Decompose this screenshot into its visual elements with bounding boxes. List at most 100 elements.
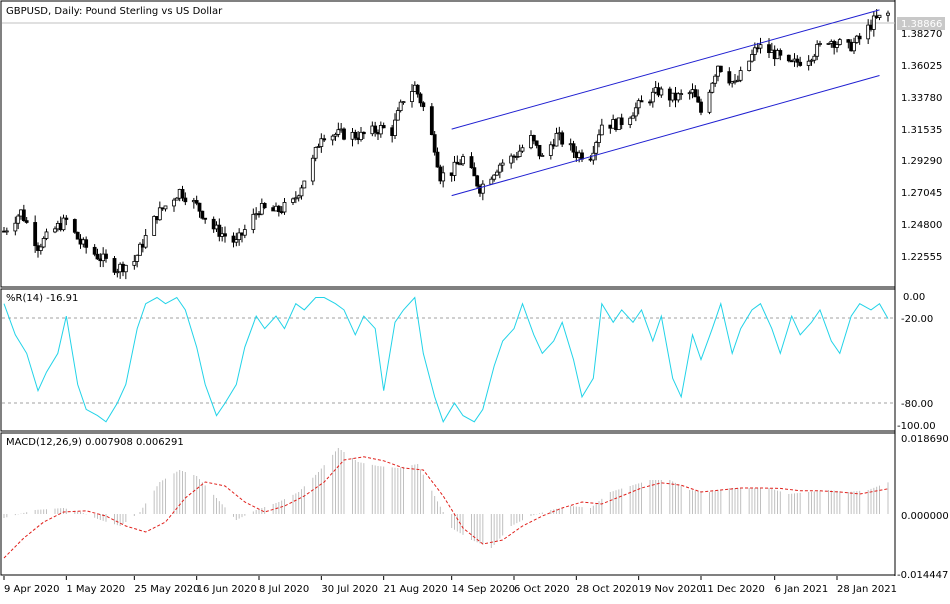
candle-body bbox=[455, 161, 460, 165]
candle-body bbox=[492, 174, 497, 180]
macd-title: MACD(12,26,9) 0.007908 0.006291 bbox=[6, 437, 184, 448]
candle-body bbox=[718, 65, 723, 73]
candle-body bbox=[693, 89, 698, 98]
candle-body bbox=[237, 232, 242, 241]
candle-body bbox=[597, 134, 601, 143]
candle-body bbox=[738, 70, 743, 81]
candle-body bbox=[835, 44, 839, 48]
candle-body bbox=[41, 238, 46, 248]
candle-body bbox=[472, 167, 477, 177]
candle-body bbox=[217, 224, 222, 237]
candle-body bbox=[381, 125, 386, 129]
candle-body bbox=[123, 264, 128, 273]
candle-body bbox=[313, 147, 318, 159]
candle-body bbox=[53, 228, 57, 233]
candle-body bbox=[461, 156, 465, 165]
candle-body bbox=[21, 209, 26, 222]
candle-body bbox=[747, 60, 752, 71]
candle-body bbox=[242, 229, 247, 236]
candle-body bbox=[812, 55, 817, 61]
candle-body bbox=[659, 88, 664, 96]
candle-body bbox=[699, 101, 703, 113]
candle-body bbox=[310, 157, 315, 182]
candle-body bbox=[316, 146, 321, 148]
candle-body bbox=[648, 101, 652, 104]
candle-body bbox=[262, 203, 267, 209]
candle-body bbox=[291, 198, 295, 203]
candle-body bbox=[846, 39, 851, 43]
time-tick-label: 9 Apr 2020 bbox=[4, 584, 59, 595]
candle-body bbox=[353, 131, 358, 139]
candle-body bbox=[786, 54, 791, 62]
candle-body bbox=[322, 138, 327, 141]
candle-body bbox=[336, 129, 341, 135]
candle-body bbox=[540, 155, 545, 157]
candle-body bbox=[172, 199, 176, 207]
candle-body bbox=[64, 217, 69, 220]
wpr-tick-label: 0.00 bbox=[903, 292, 925, 303]
channel-line-upper bbox=[451, 9, 880, 130]
time-tick-label: 25 May 2020 bbox=[134, 584, 199, 595]
candle-body bbox=[4, 230, 9, 233]
candle-body bbox=[679, 93, 684, 95]
channel-line-lower bbox=[451, 74, 880, 197]
trend-channel bbox=[451, 9, 880, 197]
candle-body bbox=[398, 101, 403, 111]
candle-body bbox=[259, 203, 264, 215]
candle-body bbox=[520, 147, 525, 152]
time-tick-label: 11 Dec 2020 bbox=[701, 584, 765, 595]
candle-body bbox=[639, 100, 644, 103]
time-tick-label: 6 Oct 2020 bbox=[514, 584, 569, 595]
candle-body bbox=[452, 161, 457, 176]
candle-body bbox=[571, 143, 576, 153]
candle-body bbox=[92, 246, 97, 255]
candle-body bbox=[509, 155, 514, 164]
candle-body bbox=[676, 93, 681, 101]
candle-body bbox=[636, 100, 641, 109]
price-tick-label: 1.22555 bbox=[901, 252, 942, 263]
candle-body bbox=[537, 144, 542, 157]
time-tick-label: 6 Jan 2021 bbox=[775, 584, 829, 595]
time-tick-label: 30 Jul 2020 bbox=[321, 584, 378, 595]
candle-body bbox=[580, 152, 584, 160]
candle-body bbox=[735, 79, 740, 82]
price-tick-label: 1.36025 bbox=[901, 61, 942, 72]
wpr-tick-label: -20.00 bbox=[901, 314, 933, 325]
candle-body bbox=[837, 39, 842, 45]
candle-body bbox=[435, 151, 440, 168]
candle-body bbox=[826, 43, 831, 45]
candle-body bbox=[752, 47, 757, 55]
candle-body bbox=[560, 132, 565, 145]
candle-body bbox=[534, 140, 539, 146]
candle-body bbox=[495, 171, 499, 176]
candle-body bbox=[197, 202, 202, 212]
candle-body bbox=[886, 12, 890, 16]
candle-body bbox=[852, 42, 856, 52]
candle-body bbox=[778, 50, 783, 56]
candle-body bbox=[299, 187, 304, 197]
candle-body bbox=[231, 235, 236, 243]
time-tick-label: 8 Jul 2020 bbox=[259, 584, 309, 595]
price-tick-label: 1.27045 bbox=[901, 188, 942, 199]
candle-body bbox=[319, 138, 324, 147]
candle-body bbox=[429, 106, 434, 136]
candle-body bbox=[174, 197, 179, 201]
candle-body bbox=[687, 92, 692, 95]
macd-y-axis: 0.018690 0.000000 -0.014447 bbox=[897, 434, 949, 581]
candle-body bbox=[378, 125, 383, 135]
candle-body bbox=[38, 246, 43, 251]
candle-body bbox=[342, 128, 346, 140]
time-tick-label: 16 Jun 2020 bbox=[197, 584, 257, 595]
candle-body bbox=[531, 135, 536, 142]
macd-tick-label: 0.000000 bbox=[901, 511, 949, 522]
candle-body bbox=[180, 189, 185, 199]
candle-body bbox=[115, 271, 120, 274]
candle-body bbox=[633, 107, 638, 117]
candle-body bbox=[251, 213, 256, 230]
wpr-tick-label: -80.00 bbox=[901, 399, 933, 410]
candle-body bbox=[857, 35, 862, 40]
wpr-line bbox=[3, 296, 889, 423]
candle-body bbox=[594, 142, 599, 154]
candle-body bbox=[333, 133, 338, 137]
